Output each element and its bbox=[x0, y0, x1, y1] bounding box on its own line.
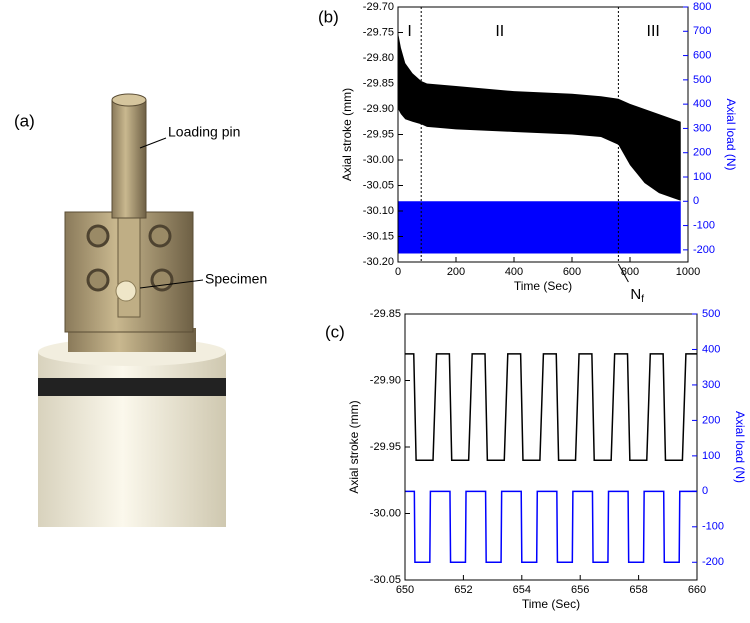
annotation-arrow bbox=[617, 263, 629, 283]
annotation-subscript: f bbox=[641, 294, 644, 305]
screw bbox=[86, 268, 110, 292]
y2-tick-label: 500 bbox=[693, 74, 711, 86]
x-tick-label: 652 bbox=[454, 584, 472, 596]
y-tick-label: -29.70 bbox=[363, 1, 394, 13]
x-tick-label: 600 bbox=[563, 266, 581, 278]
y2-tick-label: 800 bbox=[693, 1, 711, 13]
y2-tick-label: 100 bbox=[693, 171, 711, 183]
y2-tick-label: 200 bbox=[693, 147, 711, 159]
y-tick-label: -30.05 bbox=[363, 179, 394, 191]
y-tick-label: -30.15 bbox=[363, 230, 394, 242]
line bbox=[405, 490, 697, 564]
x-axis-title: Time (Sec) bbox=[514, 279, 572, 293]
annotation-text: N bbox=[630, 286, 641, 303]
specimen-photo: (a) Loading pin Specimen bbox=[14, 93, 267, 527]
y2-tick-label: 200 bbox=[702, 414, 720, 426]
y-tick-label: -30.05 bbox=[370, 574, 401, 586]
x-tick-label: 654 bbox=[513, 584, 531, 596]
screw bbox=[150, 268, 174, 292]
y2-tick-label: -100 bbox=[702, 521, 724, 533]
y-tick-label: -29.85 bbox=[370, 308, 401, 320]
y2-axis-title: Axial load (N) bbox=[724, 98, 738, 170]
x-tick-label: 656 bbox=[571, 584, 589, 596]
y2-tick-label: -100 bbox=[693, 219, 715, 231]
x-tick-label: 658 bbox=[629, 584, 647, 596]
y-tick-label: -29.90 bbox=[363, 103, 394, 115]
y-tick-label: -30.20 bbox=[363, 256, 394, 268]
band bbox=[398, 32, 681, 201]
panel-label: (a) bbox=[14, 111, 35, 130]
x-tick-label: 0 bbox=[395, 266, 401, 278]
y-axis-title: Axial stroke (mm) bbox=[340, 88, 354, 181]
y2-tick-label: 700 bbox=[693, 25, 711, 37]
x-tick-label: 660 bbox=[688, 584, 706, 596]
y2-axis-title: Axial load (N) bbox=[733, 411, 747, 483]
line bbox=[405, 353, 697, 462]
y2-tick-label: -200 bbox=[702, 556, 724, 568]
region-label: III bbox=[647, 23, 660, 40]
pin-top bbox=[111, 93, 147, 107]
y2-tick-label: 300 bbox=[693, 122, 711, 134]
panel-label: (b) bbox=[318, 7, 339, 26]
y2-tick-label: 0 bbox=[693, 195, 699, 207]
specimen bbox=[115, 280, 137, 302]
panel-label: (c) bbox=[325, 322, 345, 341]
loading-pin bbox=[111, 99, 147, 219]
region-label: II bbox=[495, 23, 504, 40]
y-tick-label: -30.10 bbox=[363, 205, 394, 217]
x-axis-title: Time (Sec) bbox=[522, 597, 580, 611]
y-tick-label: -30.00 bbox=[370, 507, 401, 519]
x-tick-label: 650 bbox=[396, 584, 414, 596]
y2-tick-label: 400 bbox=[702, 343, 720, 355]
x-tick-label: 800 bbox=[621, 266, 639, 278]
y-axis-title: Axial stroke (mm) bbox=[347, 400, 361, 493]
y2-tick-label: 300 bbox=[702, 379, 720, 391]
annotation: Specimen bbox=[205, 271, 267, 287]
annotation: Nf bbox=[630, 286, 644, 305]
chart: -29.85 -29.90 -29.95 -30.00 -30.05 -200 -100 0 1… bbox=[325, 308, 747, 611]
y2-tick-label: 600 bbox=[693, 49, 711, 61]
y2-tick-label: 100 bbox=[702, 450, 720, 462]
arrow bbox=[139, 279, 204, 289]
y-tick-label: -30.00 bbox=[363, 154, 394, 166]
chart: -29.70 -29.75 -29.80 -29.85 -29.90 -29.95 -30.… bbox=[318, 1, 738, 305]
region-label: I bbox=[407, 23, 411, 40]
screw bbox=[148, 224, 172, 248]
slot bbox=[117, 211, 141, 318]
y-tick-label: -29.90 bbox=[370, 374, 401, 386]
y2-tick-label: 500 bbox=[702, 308, 720, 320]
arrow bbox=[139, 137, 167, 149]
y-tick-label: -29.95 bbox=[363, 128, 394, 140]
band bbox=[398, 201, 681, 254]
o-ring bbox=[38, 378, 226, 396]
y-tick-label: -29.85 bbox=[363, 77, 394, 89]
y-tick-label: -29.75 bbox=[363, 26, 394, 38]
x-tick-label: 200 bbox=[447, 266, 465, 278]
x-tick-label: 400 bbox=[505, 266, 523, 278]
annotation: Loading pin bbox=[168, 124, 240, 140]
y2-tick-label: 400 bbox=[693, 98, 711, 110]
y2-tick-label: 0 bbox=[702, 485, 708, 497]
y2-tick-label: -200 bbox=[693, 244, 715, 256]
y-tick-label: -29.95 bbox=[370, 441, 401, 453]
y-tick-label: -29.80 bbox=[363, 52, 394, 64]
screw bbox=[86, 224, 110, 248]
x-tick-label: 1000 bbox=[676, 266, 700, 278]
